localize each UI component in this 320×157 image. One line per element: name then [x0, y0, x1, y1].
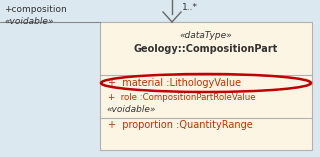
Text: +  proportion :QuantityRange: + proportion :QuantityRange — [108, 120, 253, 130]
Text: «voidable»: «voidable» — [4, 17, 53, 27]
Text: 1..*: 1..* — [182, 3, 198, 13]
Text: «voidable»: «voidable» — [106, 105, 156, 114]
Text: +composition: +composition — [4, 5, 67, 14]
Text: «dataType»: «dataType» — [180, 30, 232, 40]
Text: Geology::CompositionPart: Geology::CompositionPart — [134, 44, 278, 54]
Text: +  role :CompositionPartRoleValue: + role :CompositionPartRoleValue — [108, 92, 256, 101]
Text: +  material :LithologyValue: + material :LithologyValue — [108, 78, 241, 88]
Bar — [100, 22, 312, 150]
